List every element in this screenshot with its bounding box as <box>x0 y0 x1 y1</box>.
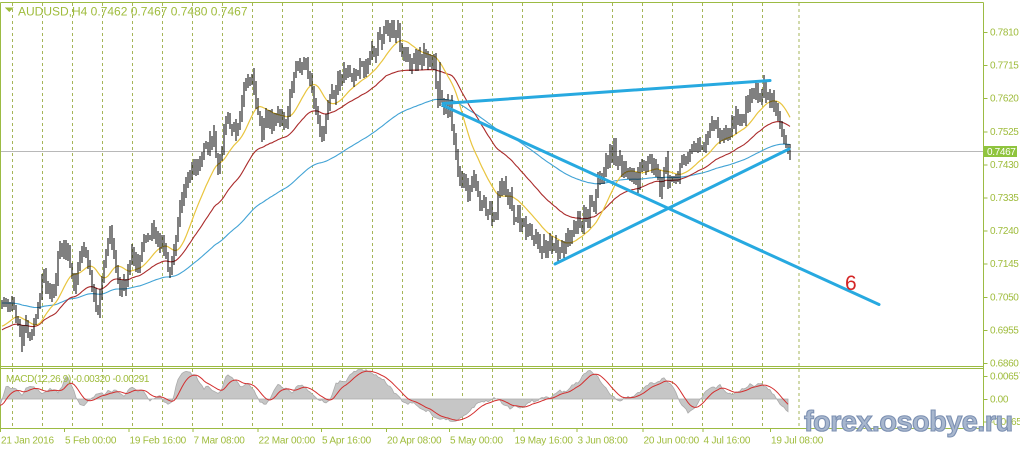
svg-text:19 May 16:00: 19 May 16:00 <box>515 436 574 447</box>
svg-text:3 Jun 08:00: 3 Jun 08:00 <box>578 436 629 447</box>
svg-text:MACD(12,26,9) -0.00320 -0.0029: MACD(12,26,9) -0.00320 -0.00291 <box>6 374 150 385</box>
svg-text:0.7050: 0.7050 <box>990 292 1019 303</box>
svg-text:7 Mar 08:00: 7 Mar 08:00 <box>194 436 246 447</box>
svg-text:22 Mar 00:00: 22 Mar 00:00 <box>259 436 316 447</box>
svg-text:0.7335: 0.7335 <box>990 193 1019 204</box>
svg-text:0.7810: 0.7810 <box>990 28 1019 39</box>
svg-text:0.7467: 0.7467 <box>987 147 1016 158</box>
svg-text:20 Jun 00:00: 20 Jun 00:00 <box>644 436 700 447</box>
svg-text:6: 6 <box>845 272 857 295</box>
svg-text:4 Jul 16:00: 4 Jul 16:00 <box>704 436 751 447</box>
svg-text:0.00: 0.00 <box>990 394 1009 405</box>
svg-text:19 Jul 08:00: 19 Jul 08:00 <box>771 436 824 447</box>
svg-text:5 Feb 00:00: 5 Feb 00:00 <box>65 436 117 447</box>
svg-text:AUDUSD,H4 0.7462 0.7467 0.7480: AUDUSD,H4 0.7462 0.7467 0.7480 0.7467 <box>18 5 248 19</box>
svg-text:0.7715: 0.7715 <box>990 61 1019 72</box>
svg-text:0.6860: 0.6860 <box>990 359 1019 370</box>
svg-text:-0.0065: -0.0065 <box>990 417 1020 428</box>
svg-text:0.7430: 0.7430 <box>990 160 1019 171</box>
svg-text:19 Feb 16:00: 19 Feb 16:00 <box>130 436 187 447</box>
svg-text:0.7145: 0.7145 <box>990 259 1019 270</box>
svg-text:20 Apr 08:00: 20 Apr 08:00 <box>387 436 442 447</box>
svg-text:21 Jan 2016: 21 Jan 2016 <box>1 436 54 447</box>
svg-text:0.7240: 0.7240 <box>990 226 1019 237</box>
svg-text:5 Apr 16:00: 5 Apr 16:00 <box>322 436 372 447</box>
svg-text:0.6955: 0.6955 <box>990 325 1019 336</box>
svg-text:0.00657: 0.00657 <box>990 372 1020 383</box>
svg-text:0.7620: 0.7620 <box>990 94 1019 105</box>
svg-text:0.7525: 0.7525 <box>990 127 1019 138</box>
svg-text:5 May 00:00: 5 May 00:00 <box>450 436 503 447</box>
